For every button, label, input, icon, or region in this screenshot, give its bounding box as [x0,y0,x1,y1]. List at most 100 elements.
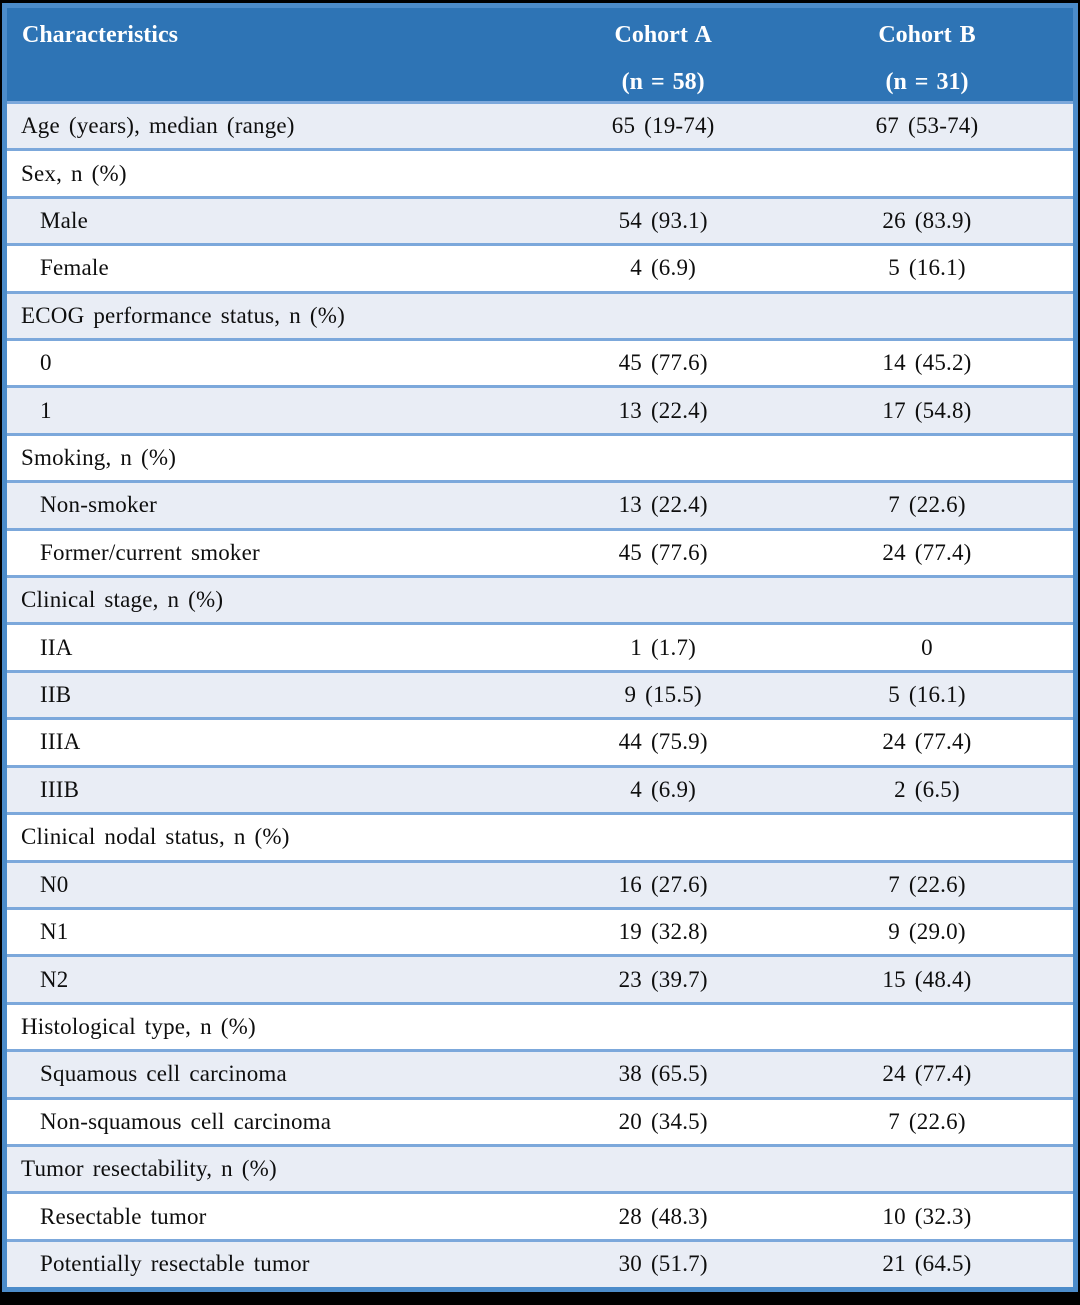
row-label: IIIB [4,766,546,814]
table-row: Male 54 (93.1) 26 (83.9) [4,197,1076,245]
cohort-b-value [780,1145,1076,1193]
cohort-a-value: 9 (15.5) [545,671,781,719]
row-label: N1 [4,908,546,956]
cohort-b-value [780,813,1076,861]
category-row: Histological type, n (%) [4,1003,1076,1051]
cohort-a-value [545,292,781,340]
cohort-a-value: 28 (48.3) [545,1192,781,1241]
row-label: Former/current smoker [4,529,546,577]
cohort-b-value [780,576,1076,624]
category-row: Clinical nodal status, n (%) [4,813,1076,861]
cohort-b-value: 9 (29.0) [780,908,1076,956]
table-row: Squamous cell carcinoma 38 (65.5) 24 (77.4… [4,1050,1076,1099]
cohort-a-value [545,1145,781,1193]
column-header-label: Cohort A [614,22,712,48]
cohort-a-value: 13 (22.4) [545,481,781,530]
row-label: Non-squamous cell carcinoma [4,1098,546,1146]
cohort-b-value: 24 (77.4) [780,1050,1076,1099]
table-row: Age (years), median (range) 65 (19-74) 67 … [4,102,1076,150]
category-row: Clinical stage, n (%) [4,576,1076,624]
cohort-a-value: 65 (19-74) [545,102,781,150]
cohort-b-value: 14 (45.2) [780,339,1076,387]
column-header-cohort-a: Cohort A (n = 58) [545,5,781,103]
row-label: Resectable tumor [4,1192,546,1241]
cohort-a-value [545,576,781,624]
table-body: Age (years), median (range) 65 (19-74) 67 … [4,102,1076,1290]
category-row: ECOG performance status, n (%) [4,292,1076,340]
cohort-b-value: 7 (22.6) [780,861,1076,909]
characteristics-table: Characteristics Cohort A (n = 58) Cohort… [2,3,1078,1292]
cohort-a-value: 13 (22.4) [545,386,781,435]
cohort-a-value: 19 (32.8) [545,908,781,956]
row-label: Sex, n (%) [4,149,546,198]
cohort-b-value: 26 (83.9) [780,197,1076,245]
table-row: Potentially resectable tumor 30 (51.7) 21 … [4,1240,1076,1290]
cohort-a-value: 4 (6.9) [545,766,781,814]
table-row: Non-squamous cell carcinoma 20 (34.5) 7 (2… [4,1098,1076,1146]
cohort-a-value: 23 (39.7) [545,955,781,1004]
table-header: Characteristics Cohort A (n = 58) Cohort… [4,5,1076,103]
row-label: Smoking, n (%) [4,434,546,482]
row-label: 1 [4,386,546,435]
cohort-a-value: 16 (27.6) [545,861,781,909]
cohort-a-value: 44 (75.9) [545,718,781,767]
column-header-label: Cohort B [878,22,976,48]
cohort-b-value [780,1003,1076,1051]
table-row: Former/current smoker 45 (77.6) 24 (77.4) [4,529,1076,577]
cohort-b-value: 24 (77.4) [780,718,1076,767]
cohort-a-value [545,149,781,198]
cohort-b-value: 5 (16.1) [780,244,1076,293]
cohort-b-value: 21 (64.5) [780,1240,1076,1290]
table-row: IIB 9 (15.5) 5 (16.1) [4,671,1076,719]
cohort-a-value: 45 (77.6) [545,339,781,387]
cohort-a-value: 4 (6.9) [545,244,781,293]
table-row: 1 13 (22.4) 17 (54.8) [4,386,1076,435]
header-row: Characteristics Cohort A (n = 58) Cohort… [4,5,1076,103]
cohort-a-value: 45 (77.6) [545,529,781,577]
cohort-b-value: 0 [780,623,1076,672]
cohort-a-value: 38 (65.5) [545,1050,781,1099]
table-row: 0 45 (77.6) 14 (45.2) [4,339,1076,387]
row-label: ECOG performance status, n (%) [4,292,546,340]
row-label: Histological type, n (%) [4,1003,546,1051]
row-label: Female [4,244,546,293]
cohort-a-value: 1 (1.7) [545,623,781,672]
cohort-a-value: 20 (34.5) [545,1098,781,1146]
category-row: Sex, n (%) [4,149,1076,198]
cohort-b-value: 67 (53-74) [780,102,1076,150]
column-header-n: (n = 58) [621,69,705,95]
row-label: Non-smoker [4,481,546,530]
table-row: IIIB 4 (6.9) 2 (6.5) [4,766,1076,814]
cohort-a-value [545,1003,781,1051]
cohort-b-value [780,434,1076,482]
row-label: Squamous cell carcinoma [4,1050,546,1099]
table-row: Resectable tumor 28 (48.3) 10 (32.3) [4,1192,1076,1241]
cohort-a-value: 30 (51.7) [545,1240,781,1290]
row-label: Tumor resectability, n (%) [4,1145,546,1193]
row-label: IIA [4,623,546,672]
category-row: Tumor resectability, n (%) [4,1145,1076,1193]
column-header-cohort-b: Cohort B (n = 31) [780,5,1076,103]
table-row: IIA 1 (1.7) 0 [4,623,1076,672]
cohort-b-value: 2 (6.5) [780,766,1076,814]
row-label: N0 [4,861,546,909]
cohort-b-value: 5 (16.1) [780,671,1076,719]
cohort-b-value: 15 (48.4) [780,955,1076,1004]
category-row: Smoking, n (%) [4,434,1076,482]
table-row: N0 16 (27.6) 7 (22.6) [4,861,1076,909]
column-header-characteristics: Characteristics [4,5,546,103]
column-header-label: Characteristics [22,22,178,48]
cohort-a-value: 54 (93.1) [545,197,781,245]
cohort-b-value: 24 (77.4) [780,529,1076,577]
cohort-b-value [780,149,1076,198]
cohort-b-value: 17 (54.8) [780,386,1076,435]
column-header-n: (n = 31) [885,69,969,95]
table-row: N2 23 (39.7) 15 (48.4) [4,955,1076,1004]
cohort-b-value: 7 (22.6) [780,481,1076,530]
table-row: IIIA 44 (75.9) 24 (77.4) [4,718,1076,767]
row-label: Male [4,197,546,245]
row-label: Clinical nodal status, n (%) [4,813,546,861]
table-row: Female 4 (6.9) 5 (16.1) [4,244,1076,293]
row-label: Potentially resectable tumor [4,1240,546,1290]
